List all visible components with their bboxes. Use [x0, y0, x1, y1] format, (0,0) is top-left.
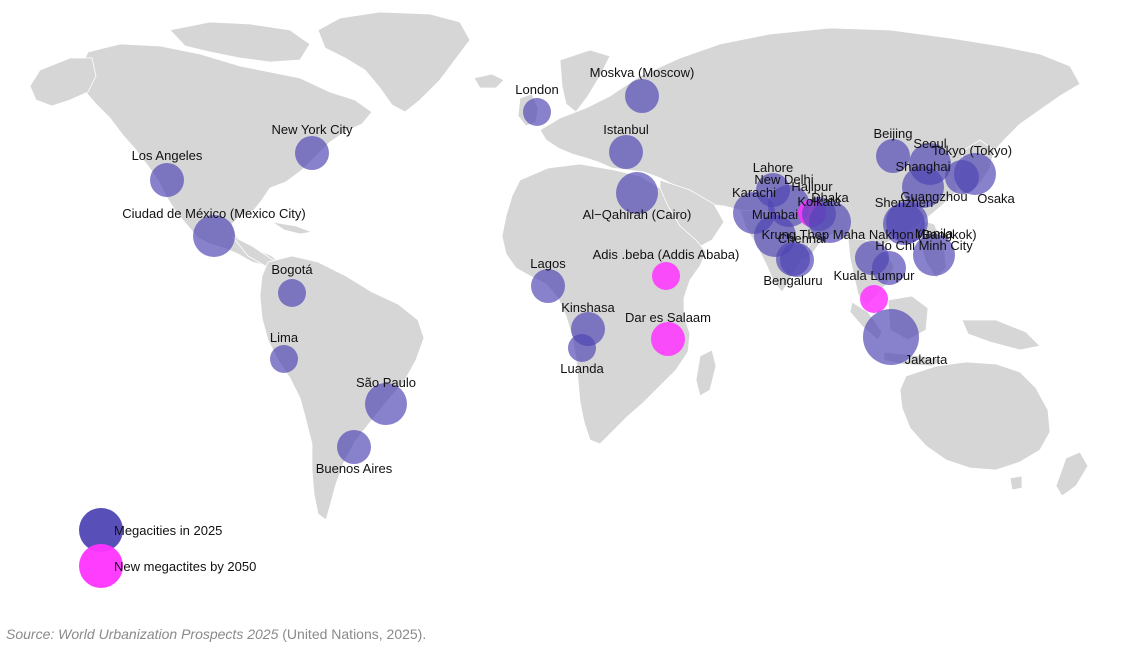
eurasia-shape [539, 27, 1081, 263]
city-bubble-ciudad-de-mexico-mexico-city [193, 215, 235, 257]
city-label-los-angeles: Los Angeles [132, 148, 203, 163]
source-title: World Urbanization Prospects 2025 [58, 626, 279, 642]
city-label-moskva-moscow: Moskva (Moscow) [590, 65, 695, 80]
city-bubble-shenzhen [883, 203, 925, 245]
land-masses [29, 11, 1089, 521]
legend-marker-new-megacities-2050 [79, 544, 123, 588]
city-bubble-lagos [531, 269, 565, 303]
city-label-mumbai: Mumbai [752, 207, 798, 222]
city-label-kinshasa: Kinshasa [561, 300, 615, 315]
city-label-lahore: Lahore [753, 160, 793, 175]
city-bubble-bogota [278, 279, 306, 307]
alaska-shape [29, 57, 97, 107]
city-label-new-york-city: New York City [272, 122, 353, 137]
city-bubble-jakarta [863, 309, 919, 365]
source-citation: Source: World Urbanization Prospects 202… [6, 626, 426, 642]
city-label-shenzhen: Shenzhen [875, 195, 934, 210]
city-bubble-buenos-aires [337, 430, 371, 464]
city-label-chennai: Chennai [778, 231, 827, 246]
city-label-al-qahirah-cairo: Al−Qahirah (Cairo) [583, 207, 692, 222]
city-label-osaka: Osaka [977, 191, 1015, 206]
city-bubble-ho-chi-minh-city [872, 251, 906, 285]
legend-label-megacities-2025: Megacities in 2025 [114, 523, 222, 538]
city-label-new-delhi: New Delhi [754, 172, 813, 187]
city-label-manila: Manila [915, 226, 954, 241]
city-labels: Los Angeles New York City Ciudad de México… [122, 65, 1015, 476]
source-prefix: Source: [6, 626, 59, 642]
city-label-ciudad-de-mexico-mexico-city: Ciudad de México (Mexico City) [122, 206, 306, 221]
city-label-lima: Lima [270, 330, 299, 345]
city-label-london: London [515, 82, 558, 97]
city-label-seoul: Seoul [913, 136, 946, 151]
city-label-kolkata: Kolkata [797, 194, 841, 209]
city-label-buenos-aires: Buenos Aires [316, 461, 393, 476]
city-label-dar-es-salaam: Dar es Salaam [625, 310, 711, 325]
city-bubble-bengaluru [776, 242, 810, 276]
new-guinea-shape [961, 319, 1041, 351]
legend-label-new-megacities-2050: New megactites by 2050 [114, 559, 256, 574]
city-bubble-manila [913, 234, 955, 276]
city-label-shanghai: Shanghai [896, 159, 951, 174]
city-bubble-osaka [945, 160, 979, 194]
city-label-krung-thep-maha-nakhon-bangkok: Krung Thep Maha Nakhon (Bangkok) [761, 227, 976, 242]
australia-shape [899, 361, 1051, 471]
madagascar-shape [695, 349, 717, 397]
canadian-arctic-shape [169, 21, 311, 63]
city-bubble-moskva-moscow [625, 79, 659, 113]
new-zealand-shape [1055, 451, 1089, 497]
city-label-hajipur: Hajipur [791, 179, 833, 194]
city-bubble-luanda [568, 334, 596, 362]
city-label-kuala-lumpur: Kuala Lumpur [834, 268, 916, 283]
city-bubble-dar-es-salaam [651, 322, 685, 356]
city-bubbles [150, 79, 996, 464]
tasmania-shape [1009, 475, 1023, 491]
city-bubble-kolkata [802, 197, 836, 231]
city-bubble-los-angeles [150, 163, 184, 197]
city-bubble-adis-beba-addis-ababa [652, 262, 680, 290]
city-label-sao-paulo: São Paulo [356, 375, 416, 390]
city-label-beijing: Beijing [873, 126, 912, 141]
city-label-bogota: Bogotá [271, 262, 313, 277]
city-label-lagos: Lagos [530, 256, 566, 271]
city-label-bengaluru: Bengaluru [763, 273, 822, 288]
city-bubble-new-york-city [295, 136, 329, 170]
city-bubble-london [523, 98, 551, 126]
city-label-guangzhou: Guangzhou [900, 189, 967, 204]
city-label-tokyo-tokyo: Tokyo (Tokyo) [932, 143, 1012, 158]
city-label-luanda: Luanda [560, 361, 604, 376]
city-label-istanbul: Istanbul [603, 122, 649, 137]
caribbean-shape [271, 221, 314, 235]
map-legend: Megacities in 2025 New megactites by 205… [79, 508, 256, 588]
city-label-jakarta: Jakarta [905, 352, 948, 367]
scandinavia-shape [559, 49, 611, 113]
city-bubble-lima [270, 345, 298, 373]
city-bubble-sao-paulo [365, 383, 407, 425]
city-bubble-istanbul [609, 135, 643, 169]
city-bubble-shanghai [902, 166, 944, 208]
city-label-adis-beba-addis-ababa: Adis .beba (Addis Ababa) [593, 247, 740, 262]
legend-marker-megacities-2025 [79, 508, 123, 552]
city-bubble-kuala-lumpur [860, 285, 888, 313]
city-label-ho-chi-minh-city: Ho Chi Minh City [875, 238, 973, 253]
iceland-shape [473, 73, 505, 89]
city-bubble-beijing [876, 139, 910, 173]
source-suffix: (United Nations, 2025). [278, 626, 427, 642]
north-america-shape [77, 43, 373, 267]
world-map: Los Angeles New York City Ciudad de México… [29, 11, 1089, 588]
city-label-dhaka: Dhaka [811, 190, 849, 205]
africa-shape [501, 163, 707, 445]
city-bubble-al-qahirah-cairo [616, 172, 658, 214]
greenland-shape [317, 11, 471, 113]
city-label-karachi: Karachi [732, 185, 776, 200]
